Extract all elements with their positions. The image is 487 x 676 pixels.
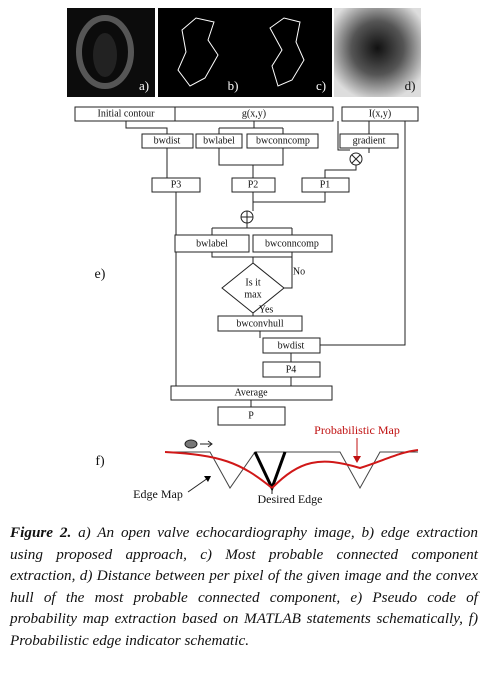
panel-c: c) [245,8,332,97]
label: a) [139,78,149,93]
label: bwconncomp [256,135,310,146]
label: Desired Edge [258,492,323,506]
label: gradient [353,135,386,146]
label: d) [405,78,416,93]
label: P3 [171,179,182,190]
label: f) [95,454,105,469]
schematic: f) Probabilistic Map Edge Map Desired Ed… [95,423,419,506]
caption: Figure 2. a) An open valve echocardiogra… [10,522,478,651]
label: Initial contour [98,108,156,119]
label: b) [228,78,239,93]
label: bwconncomp [265,238,319,249]
flowchart: e) Initial contour g(x,y) I(x,y) bwdist … [74,106,419,426]
label: Probabilistic Map [314,423,400,437]
label: Edge Map [133,487,183,501]
label-e: e) [95,267,106,282]
label: bwlabel [203,135,235,146]
figure: a) b) c) d) e) Initial contour g(x,y) I(… [67,8,421,506]
label: g(x,y) [242,108,266,119]
label: Yes [259,304,274,315]
label: Average [234,387,268,398]
label: No [293,266,305,277]
label: max [244,289,261,300]
label: c) [316,78,326,93]
label: bwdist [278,340,305,351]
label: bwconvhull [236,318,283,329]
label: P2 [248,179,259,190]
label: P [248,410,254,421]
label: bwdist [154,135,181,146]
label: I(x,y) [369,108,392,119]
label: bwlabel [196,238,228,249]
label: P1 [320,179,331,190]
label: P4 [286,364,297,375]
panel-a: a) [67,8,155,97]
label: Is it [245,277,261,288]
caption-text: a) An open valve echocardiography image,… [10,524,478,649]
panel-d: d) [334,8,421,97]
panel-b: b) [158,8,245,97]
wires [125,121,406,407]
caption-label: Figure 2. [10,524,72,541]
